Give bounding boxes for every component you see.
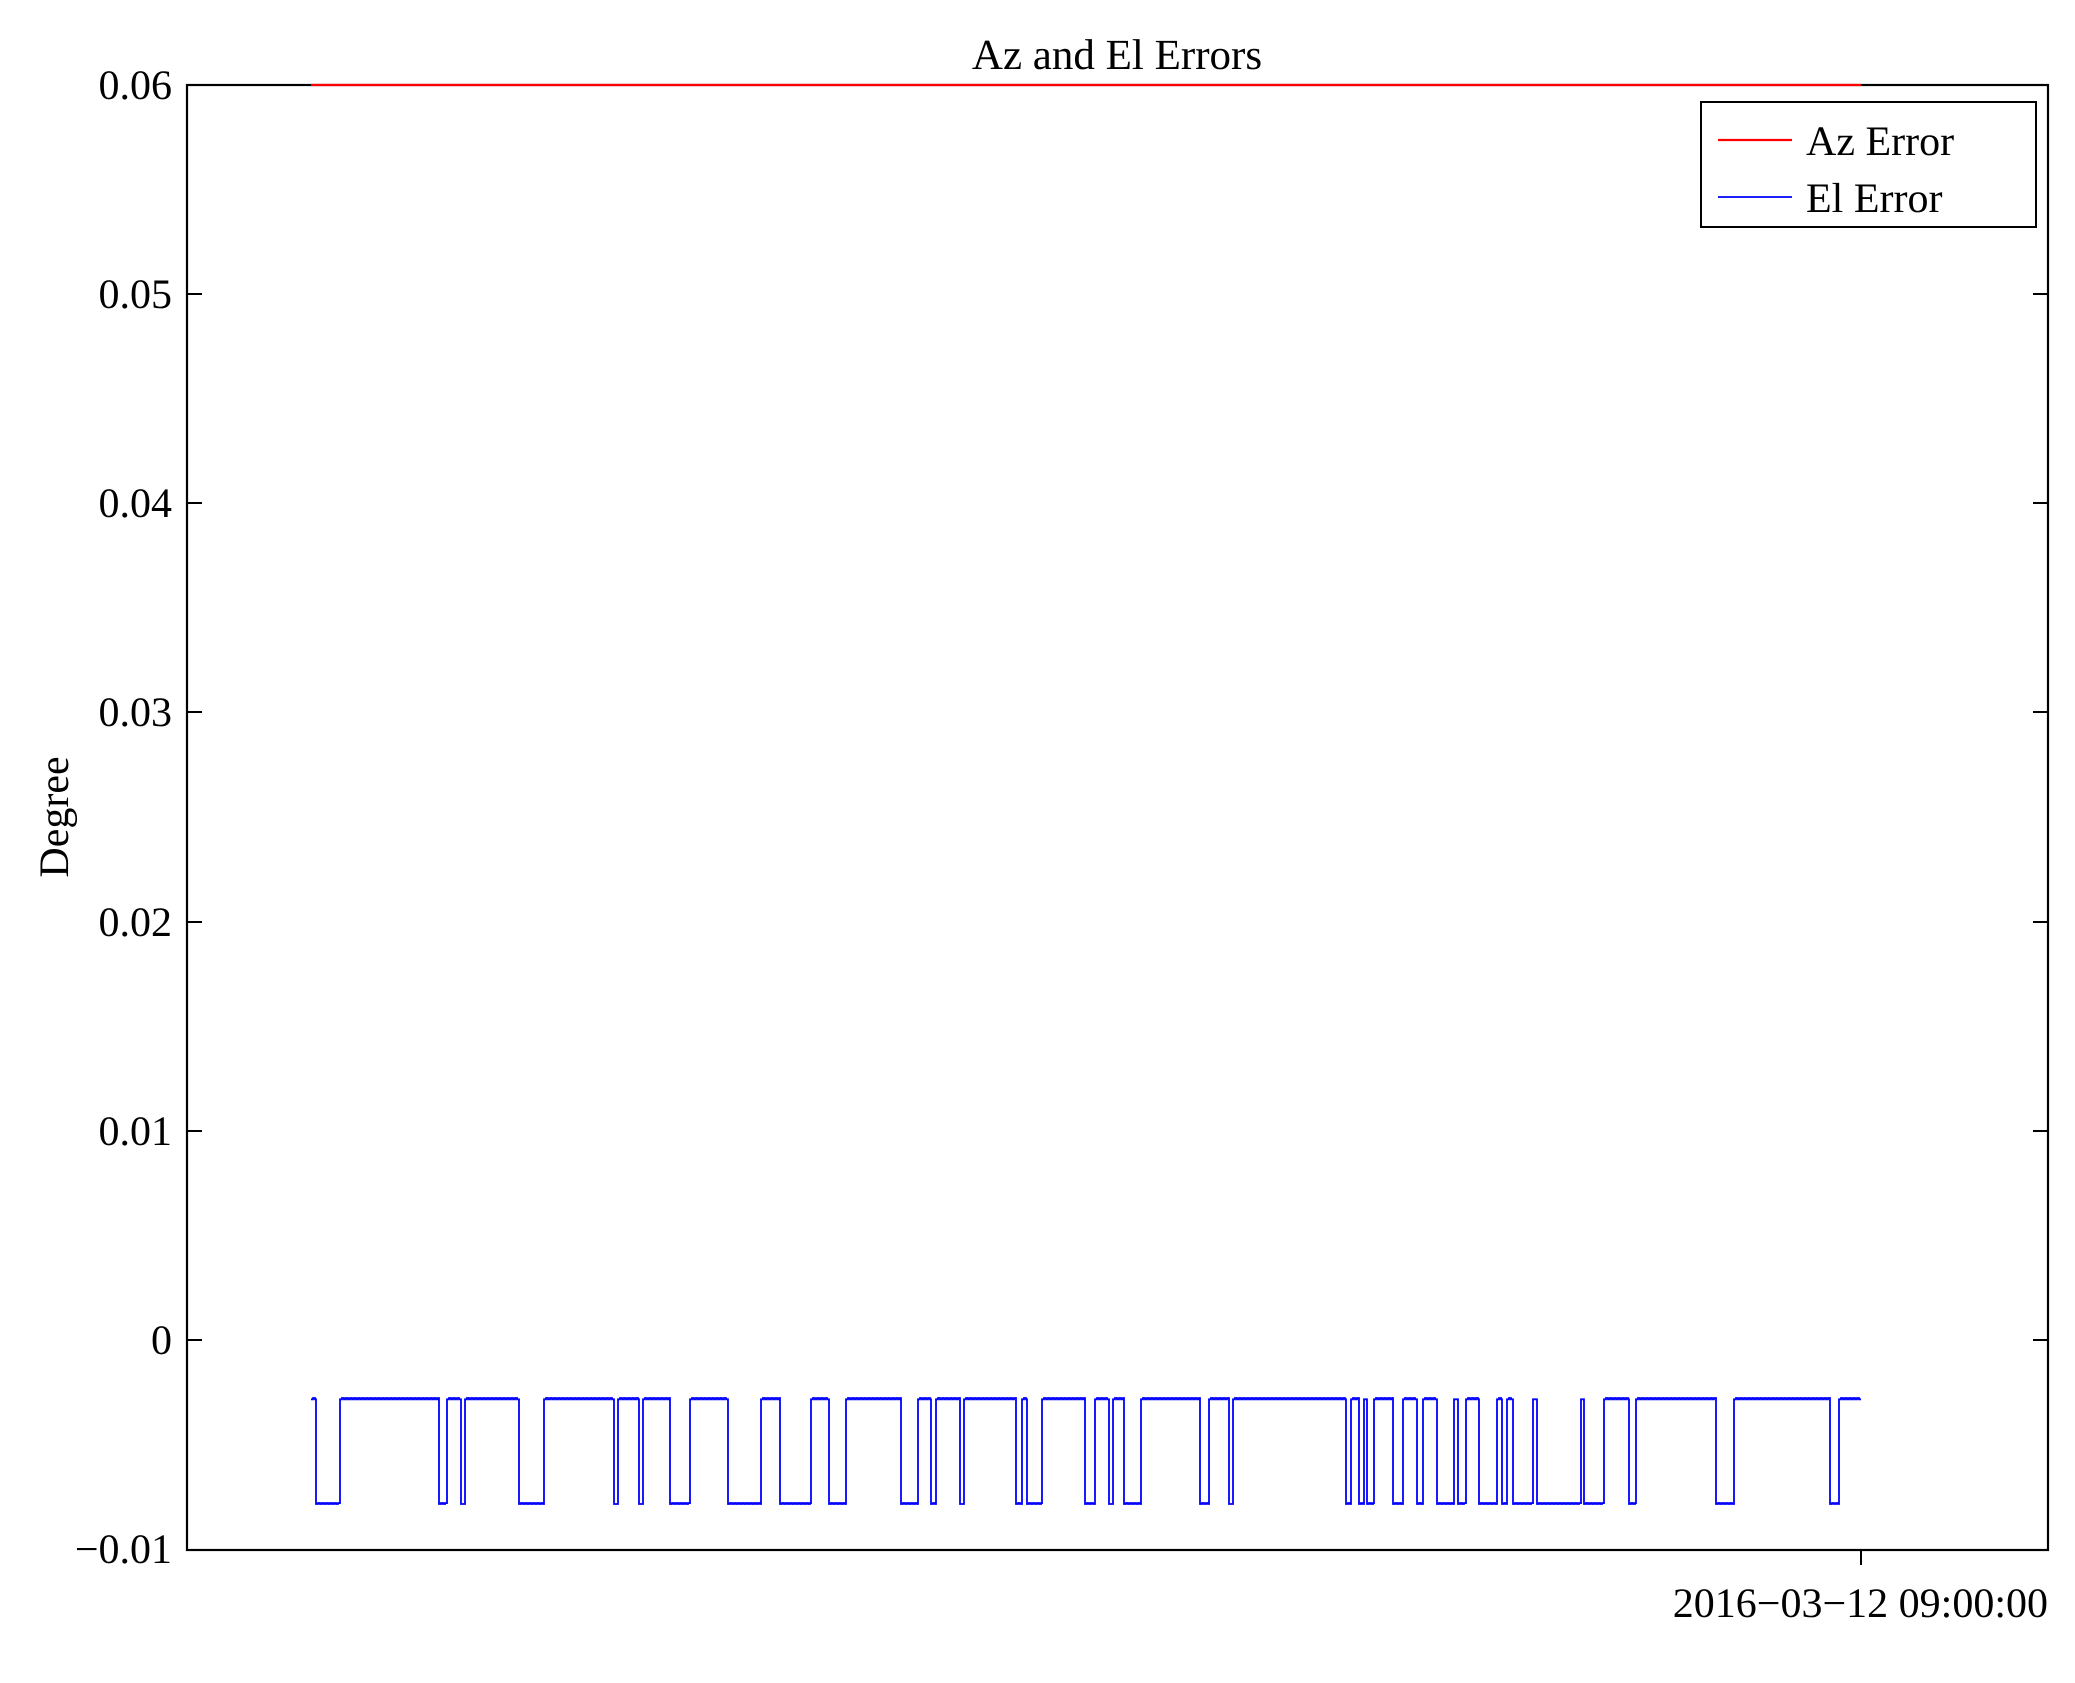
svg-text:Degree: Degree [32, 756, 78, 877]
svg-text:Az and El Errors: Az and El Errors [972, 32, 1262, 79]
svg-text:0.02: 0.02 [99, 900, 173, 946]
svg-text:0.03: 0.03 [99, 690, 173, 736]
svg-text:2016−03−12 09:00:00: 2016−03−12 09:00:00 [1673, 1581, 2048, 1627]
svg-text:0.06: 0.06 [99, 63, 173, 109]
svg-text:0.01: 0.01 [99, 1109, 173, 1155]
svg-text:0.05: 0.05 [99, 272, 173, 318]
svg-text:0: 0 [151, 1318, 172, 1364]
svg-text:El Error: El Error [1806, 176, 1942, 222]
svg-text:Az Error: Az Error [1806, 119, 1954, 165]
svg-text:−0.01: −0.01 [75, 1527, 172, 1573]
svg-text:0.04: 0.04 [99, 481, 173, 527]
